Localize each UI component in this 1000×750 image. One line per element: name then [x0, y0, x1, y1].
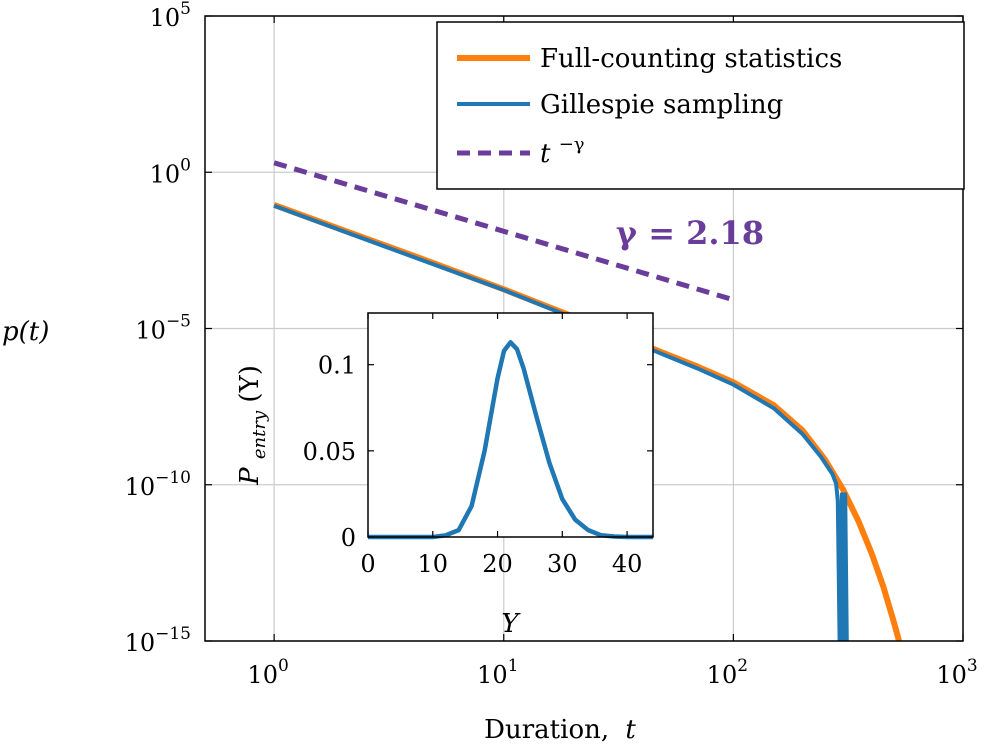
- inset-y-tick-label: 0.05: [303, 438, 356, 466]
- inset-tick-labels: 0 10 20 30 40 0 0.05 0.1: [303, 352, 643, 578]
- y-tick-label: 10−15: [125, 624, 191, 657]
- inset-axis-ticks: [367, 313, 653, 538]
- inset-x-axis-label: Y: [501, 609, 521, 639]
- inset-x-tick-label: 20: [482, 550, 513, 578]
- main-series: [273, 160, 903, 641]
- inset-y-axis-label: P entry (Y): [235, 365, 272, 486]
- inset-y-tick-label: 0.1: [318, 352, 356, 380]
- inset-y-label-sub: entry: [249, 410, 270, 459]
- legend: Full-counting statistics Gillespie sampl…: [436, 21, 965, 190]
- gamma-annotation: γ = 2.18: [616, 214, 764, 252]
- legend-label-power-law: t −γ: [540, 134, 585, 169]
- inset-y-label-arg: (Y): [235, 365, 265, 402]
- legend-label-gillespie: Gillespie sampling: [540, 90, 783, 120]
- y-axis-label: p(t): [2, 317, 49, 347]
- legend-power-law-exp: −γ: [559, 134, 585, 155]
- legend-power-law-base: t: [540, 139, 551, 169]
- y-tick-label: 10−5: [135, 312, 191, 345]
- x-axis-label-var: t: [625, 715, 636, 745]
- inset-background: [368, 313, 653, 537]
- inset-x-tick-label: 30: [547, 550, 578, 578]
- legend-label-full-counting: Full-counting statistics: [540, 44, 842, 74]
- x-axis-label: Duration, t: [484, 715, 636, 745]
- inset-series: [368, 340, 653, 540]
- inset-plot-frame: [367, 312, 654, 538]
- inset-chart: 0 10 20 30 40 0 0.05 0.1 Y P entry (Y): [235, 312, 654, 639]
- x-axis-label-text: Duration,: [484, 715, 609, 745]
- y-tick-label: 100: [150, 155, 191, 188]
- x-tick-label: 103: [936, 656, 977, 689]
- y-tick-label: 105: [150, 0, 191, 32]
- inset-x-tick-label: 40: [612, 550, 643, 578]
- inset-x-tick-label: 0: [360, 550, 375, 578]
- x-tick-label: 101: [477, 656, 518, 689]
- x-tick-label: 102: [707, 656, 748, 689]
- series-gillespie-line: [273, 203, 849, 641]
- inset-x-tick-label: 10: [417, 550, 448, 578]
- inset-series-line: [368, 340, 653, 540]
- series-power-law-line: [273, 160, 735, 303]
- x-tick-label: 100: [247, 656, 288, 689]
- inset-y-label-main: P: [235, 467, 265, 486]
- inset-y-tick-label: 0: [341, 524, 356, 552]
- y-tick-label: 10−10: [125, 468, 191, 501]
